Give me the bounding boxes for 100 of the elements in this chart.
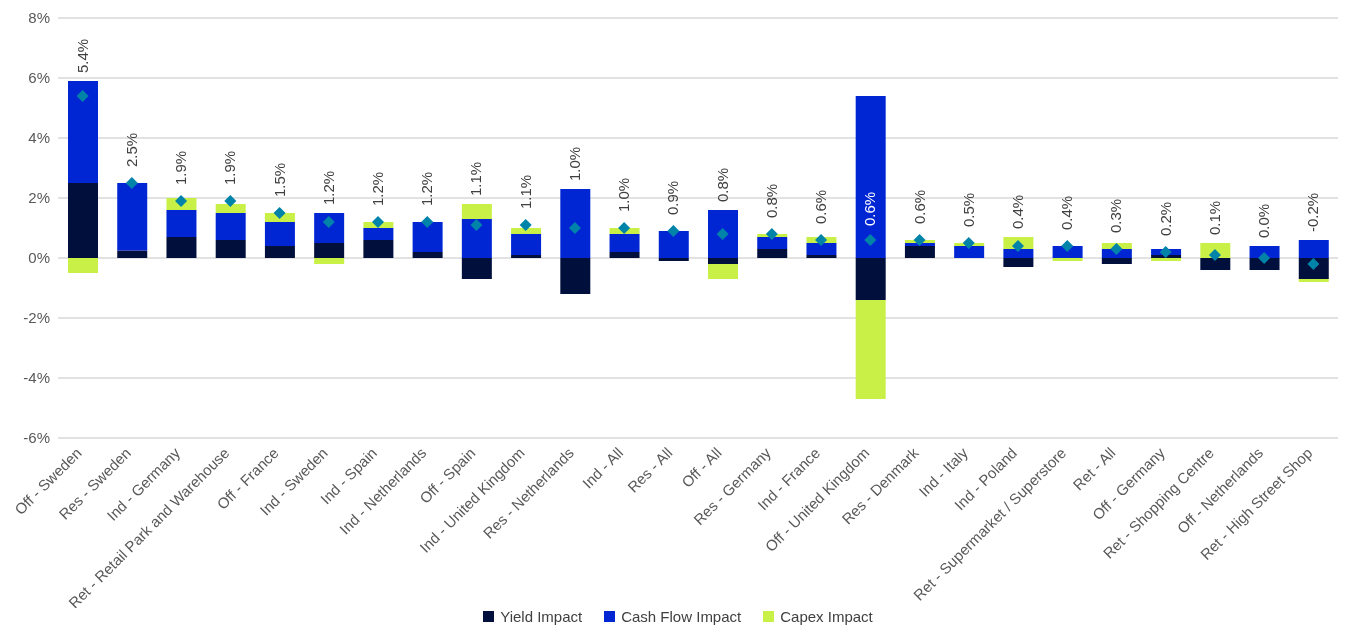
bar: [904, 246, 935, 258]
data-label: 1.9%: [221, 150, 239, 185]
bar: [855, 258, 886, 300]
bar: [708, 258, 738, 264]
point: [568, 222, 581, 234]
data-label: 0.3%: [1107, 198, 1125, 233]
point: [815, 234, 828, 246]
bar: [708, 264, 738, 279]
bar: [560, 258, 591, 294]
legend-label: Capex Impact: [779, 608, 873, 625]
data-label: 0.0%: [1255, 203, 1273, 238]
data-label: 1.0%: [565, 146, 583, 181]
bar: [1249, 258, 1280, 270]
bar: [264, 222, 295, 246]
bar: [117, 183, 148, 251]
data-label: 0.5%: [959, 192, 977, 227]
data-label: 0.8%: [762, 183, 780, 218]
point: [765, 228, 778, 240]
bar: [1101, 258, 1132, 264]
point: [1012, 240, 1024, 252]
y-tick-label: -4%: [23, 369, 50, 387]
bar: [215, 204, 246, 213]
data-label: 5.4%: [73, 38, 91, 73]
data-label: 1.0%: [615, 177, 633, 212]
point: [273, 207, 286, 219]
bar: [1200, 258, 1231, 270]
point: [470, 219, 483, 231]
data-label: 1.1%: [467, 161, 485, 196]
bar: [806, 255, 837, 258]
point: [125, 177, 138, 189]
point: [175, 195, 188, 207]
bar: [363, 228, 394, 240]
bar: [68, 81, 98, 183]
data-label: 0.6%: [861, 191, 879, 226]
bar: [806, 243, 837, 255]
bar: [855, 300, 886, 399]
bar: [1298, 279, 1329, 282]
bar: [1298, 240, 1329, 258]
bar: [855, 96, 886, 258]
bar: [1249, 246, 1280, 258]
bar: [658, 258, 689, 261]
bar: [1052, 246, 1083, 258]
point: [1110, 243, 1123, 255]
bar: [560, 189, 591, 258]
bar: [609, 234, 640, 252]
point: [224, 195, 237, 207]
bar: [166, 210, 197, 237]
bar: [708, 210, 738, 258]
bar: [461, 204, 492, 219]
bar: [461, 258, 492, 279]
point: [421, 216, 434, 228]
bar: [314, 243, 345, 258]
point: [76, 90, 89, 102]
bar: [1003, 258, 1034, 267]
data-label: 1.9%: [172, 150, 190, 185]
point: [618, 222, 631, 234]
bar: [954, 246, 985, 258]
bar: [412, 252, 443, 258]
y-tick-label: 6%: [28, 69, 50, 87]
bar: [1003, 249, 1034, 258]
bar: [1052, 258, 1083, 261]
data-label: 0.2%: [1156, 201, 1174, 236]
point: [519, 219, 532, 231]
bar: [68, 258, 98, 273]
data-label: 0.4%: [1058, 195, 1076, 230]
bar: [757, 249, 788, 258]
bar: [757, 237, 788, 249]
bar: [314, 213, 345, 243]
point: [1061, 240, 1074, 252]
bar: [412, 222, 443, 252]
data-label: 0.4%: [1009, 194, 1026, 229]
data-label: 1.1%: [516, 174, 534, 209]
data-label: 0.6%: [910, 189, 928, 224]
y-tick-label: 4%: [28, 129, 50, 147]
bar: [511, 234, 542, 255]
point: [372, 216, 384, 228]
data-label: 2.5%: [122, 132, 140, 167]
bar: [461, 219, 492, 258]
data-label: 1.2%: [319, 170, 337, 205]
bar: [658, 231, 689, 258]
point: [667, 225, 680, 237]
y-tick-label: 8%: [28, 9, 50, 27]
point: [913, 234, 926, 246]
point: [962, 237, 975, 249]
data-label: 1.2%: [369, 171, 386, 206]
bar: [511, 255, 542, 258]
y-tick-label: 0%: [28, 249, 50, 267]
data-label: 0.6%: [812, 189, 830, 224]
bar: [68, 183, 98, 258]
point: [864, 234, 877, 246]
bar: [609, 252, 640, 258]
data-label: -0.2%: [1304, 192, 1322, 232]
point: [1258, 252, 1271, 264]
bar: [264, 246, 295, 258]
bar: [215, 213, 246, 240]
legend-label: Cash Flow Impact: [620, 608, 742, 625]
legend-label: Yield Impact: [499, 608, 583, 625]
bar: [215, 240, 246, 258]
data-label: 0.9%: [664, 180, 682, 215]
bar: [511, 228, 542, 234]
